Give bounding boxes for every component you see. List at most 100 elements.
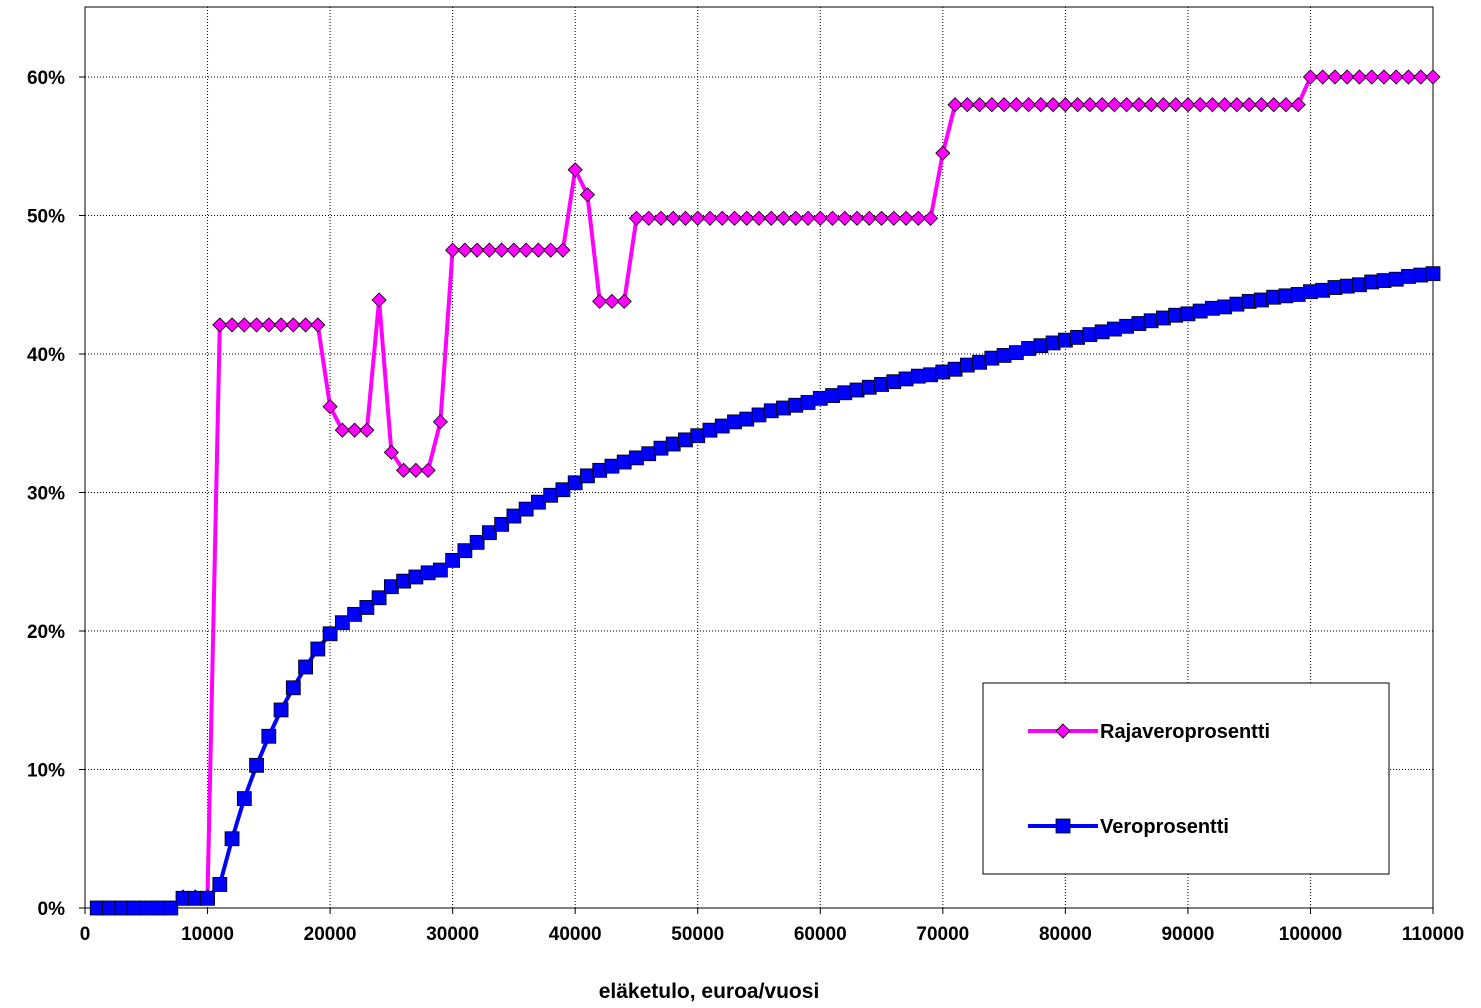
data-point-veroprosentti: [249, 757, 264, 773]
data-point-rajaveroprosentti: [518, 242, 534, 258]
data-point-rajaveroprosentti: [543, 242, 559, 258]
data-point-veroprosentti: [494, 516, 510, 532]
data-point-rajaveroprosentti: [1413, 69, 1429, 85]
data-point-rajaveroprosentti: [812, 210, 828, 226]
data-point-rajaveroprosentti: [396, 462, 412, 478]
data-point-veroprosentti: [273, 702, 289, 718]
data-point-rajaveroprosentti: [1253, 97, 1270, 113]
data-point-rajaveroprosentti: [579, 187, 596, 203]
data-point-rajaveroprosentti: [1278, 97, 1294, 113]
data-point-rajaveroprosentti: [236, 317, 252, 333]
data-point-rajaveroprosentti: [702, 210, 718, 226]
data-point-rajaveroprosentti: [996, 97, 1012, 113]
data-point-rajaveroprosentti: [726, 210, 743, 226]
legend-label-veroprosentti: Veroprosentti: [1100, 816, 1229, 838]
data-point-rajaveroprosentti: [935, 145, 951, 161]
data-point-rajaveroprosentti: [739, 210, 755, 226]
data-point-rajaveroprosentti: [1425, 69, 1441, 85]
data-point-rajaveroprosentti: [641, 210, 657, 226]
data-point-rajaveroprosentti: [677, 210, 694, 226]
data-point-rajaveroprosentti: [690, 210, 706, 226]
data-point-veroprosentti: [310, 641, 326, 657]
data-point-rajaveroprosentti: [432, 414, 448, 430]
data-point-rajaveroprosentti: [567, 162, 583, 178]
data-point-rajaveroprosentti: [665, 210, 681, 226]
data-point-veroprosentti: [457, 543, 473, 559]
data-point-rajaveroprosentti: [910, 210, 926, 226]
data-point-rajaveroprosentti: [481, 242, 497, 258]
data-point-rajaveroprosentti: [1168, 97, 1184, 113]
data-point-veroprosentti: [298, 659, 313, 675]
data-point-veroprosentti: [469, 534, 485, 550]
data-point-rajaveroprosentti: [261, 317, 277, 333]
data-point-rajaveroprosentti: [1290, 97, 1306, 113]
x-tick-label: 20000: [304, 924, 357, 945]
x-tick-label: 30000: [426, 924, 479, 945]
data-point-rajaveroprosentti: [1388, 69, 1404, 85]
data-point-rajaveroprosentti: [616, 293, 632, 309]
data-point-rajaveroprosentti: [1217, 97, 1233, 113]
x-tick-label: 0: [80, 924, 91, 945]
data-point-rajaveroprosentti: [604, 293, 620, 309]
data-point-rajaveroprosentti: [849, 210, 865, 226]
data-point-rajaveroprosentti: [592, 293, 608, 309]
data-point-rajaveroprosentti: [788, 210, 804, 226]
x-tick-label: 90000: [1161, 924, 1214, 945]
legend-box: [982, 682, 1390, 875]
data-point-rajaveroprosentti: [1351, 69, 1368, 85]
data-point-rajaveroprosentti: [1143, 97, 1159, 113]
data-point-rajaveroprosentti: [347, 422, 363, 438]
data-point-rajaveroprosentti: [1008, 97, 1024, 113]
series-veroprosentti: [89, 266, 1441, 916]
data-point-veroprosentti: [212, 877, 228, 892]
data-point-rajaveroprosentti: [285, 317, 301, 333]
y-tick-label: 30%: [27, 484, 65, 505]
data-point-rajaveroprosentti: [469, 242, 485, 258]
series-layer: [89, 69, 1441, 916]
data-point-veroprosentti: [285, 680, 301, 696]
data-point-rajaveroprosentti: [383, 444, 399, 460]
data-point-rajaveroprosentti: [224, 317, 240, 333]
data-point-rajaveroprosentti: [334, 422, 350, 438]
plot-area-border: [84, 6, 1434, 909]
data-point-rajaveroprosentti: [1131, 97, 1147, 113]
data-point-rajaveroprosentti: [1229, 97, 1245, 113]
x-tick-label: 50000: [671, 924, 724, 945]
data-point-rajaveroprosentti: [1339, 69, 1355, 85]
data-point-rajaveroprosentti: [947, 97, 963, 113]
y-tick-label: 60%: [27, 68, 65, 89]
data-point-veroprosentti: [334, 615, 350, 631]
x-tick-label: 110000: [1402, 924, 1464, 945]
data-point-rajaveroprosentti: [800, 210, 816, 226]
data-point-rajaveroprosentti: [298, 317, 314, 333]
data-point-rajaveroprosentti: [1119, 97, 1135, 113]
data-point-rajaveroprosentti: [628, 210, 645, 226]
data-point-rajaveroprosentti: [873, 210, 890, 226]
data-point-rajaveroprosentti: [861, 210, 877, 226]
y-tick-label: 20%: [27, 622, 65, 643]
x-tick-label: 80000: [1039, 924, 1092, 945]
data-point-rajaveroprosentti: [1315, 69, 1331, 85]
data-point-rajaveroprosentti: [959, 97, 975, 113]
data-point-rajaveroprosentti: [972, 97, 988, 113]
data-point-rajaveroprosentti: [1400, 69, 1417, 85]
data-point-rajaveroprosentti: [555, 242, 571, 258]
legend: Rajaveroprosentti Veroprosentti: [982, 682, 1390, 875]
data-point-rajaveroprosentti: [494, 242, 510, 258]
data-point-veroprosentti: [163, 900, 179, 916]
data-point-rajaveroprosentti: [310, 317, 326, 333]
data-point-veroprosentti: [445, 552, 461, 568]
data-point-rajaveroprosentti: [212, 317, 228, 333]
x-tick-label: 60000: [794, 924, 847, 945]
data-point-veroprosentti: [371, 590, 387, 606]
data-point-rajaveroprosentti: [763, 210, 779, 226]
data-point-rajaveroprosentti: [837, 210, 853, 226]
data-point-rajaveroprosentti: [1070, 97, 1086, 113]
x-tick-label: 40000: [549, 924, 602, 945]
data-point-rajaveroprosentti: [1376, 69, 1392, 85]
y-tick-label: 10%: [27, 761, 65, 782]
x-axis: 0 10000 20000 30000 40000 50000 60000 70000 8000…: [80, 908, 1464, 945]
data-point-rajaveroprosentti: [1364, 69, 1380, 85]
data-point-rajaveroprosentti: [1241, 97, 1257, 113]
